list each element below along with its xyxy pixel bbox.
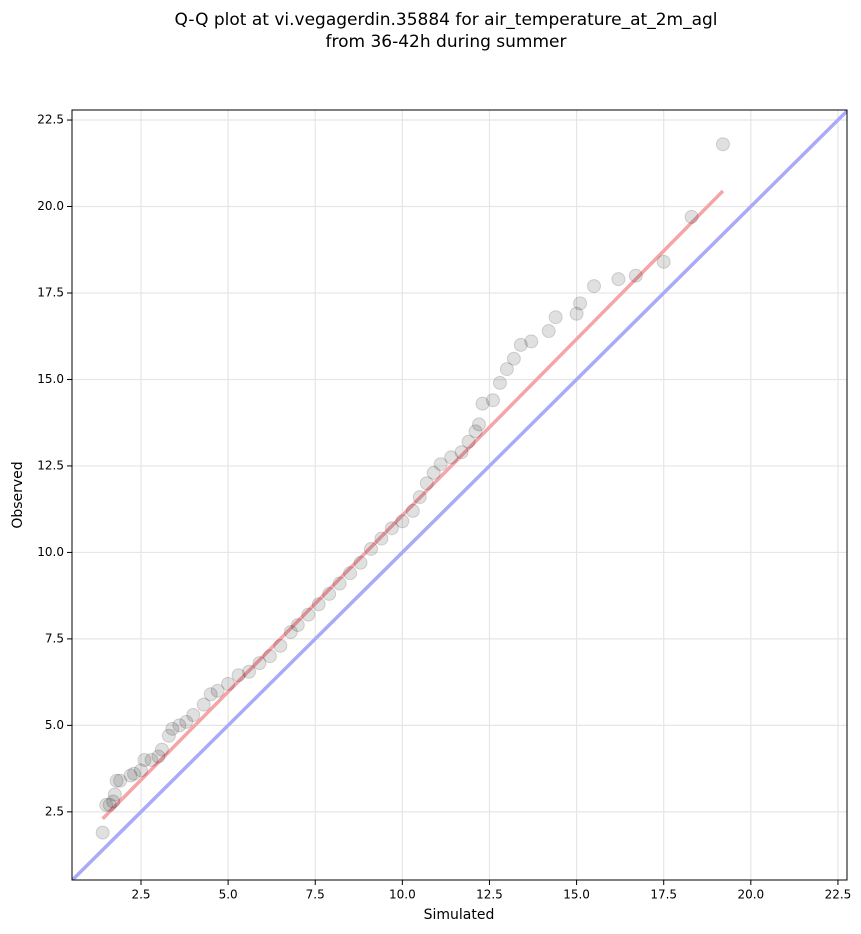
point — [210, 683, 225, 698]
point — [262, 649, 277, 664]
point — [492, 375, 507, 390]
point — [374, 531, 389, 546]
point — [412, 490, 427, 505]
point — [113, 773, 128, 788]
point — [221, 676, 236, 691]
point — [196, 697, 211, 712]
point — [144, 752, 159, 767]
point — [203, 687, 218, 702]
plot-area — [72, 110, 847, 880]
point — [343, 566, 358, 581]
point — [127, 766, 142, 781]
point — [133, 763, 148, 778]
x-axis-label: Simulated — [424, 907, 495, 923]
y-axis-label: Observed — [10, 461, 26, 528]
point — [311, 597, 326, 612]
point — [524, 334, 539, 349]
point — [444, 450, 459, 465]
point — [95, 825, 110, 840]
point — [569, 306, 584, 321]
point — [332, 576, 347, 591]
ticks: 2.5 5.0 7.5 10.0 12.5 15.0 17.5 20.0 22.5 2.5 5.0 7… — [37, 113, 851, 902]
point — [433, 457, 448, 472]
point — [99, 797, 114, 812]
x-tick-label: 7.5 — [306, 888, 325, 902]
point — [684, 209, 699, 224]
point — [426, 465, 441, 480]
point — [137, 752, 152, 767]
chart-title: from 36-42h during summer — [326, 32, 567, 52]
point — [231, 668, 246, 683]
point — [161, 728, 176, 743]
reference-line — [101, 189, 725, 821]
point — [273, 638, 288, 653]
point — [419, 476, 434, 491]
point — [499, 362, 514, 377]
point — [395, 514, 410, 529]
point — [123, 768, 138, 783]
point — [165, 721, 180, 736]
point — [154, 742, 169, 757]
point — [322, 586, 337, 601]
point — [472, 417, 487, 432]
point — [611, 272, 626, 287]
point — [290, 618, 305, 633]
x-tick-label: 17.5 — [650, 888, 677, 902]
y-tick-label: 10.0 — [37, 545, 64, 559]
point — [151, 749, 166, 764]
point — [109, 773, 124, 788]
point — [548, 310, 563, 325]
point — [179, 714, 194, 729]
point — [252, 656, 267, 671]
point — [405, 503, 420, 518]
y-tick-label: 2.5 — [45, 804, 64, 818]
plot-frame — [71, 109, 848, 881]
point — [353, 555, 368, 570]
y-tick-label: 22.5 — [37, 113, 64, 127]
point — [485, 393, 500, 408]
point — [513, 337, 528, 352]
y-tick-label: 7.5 — [45, 631, 64, 645]
x-tick-label: 2.5 — [131, 888, 150, 902]
x-tick-label: 22.5 — [825, 888, 852, 902]
point — [541, 324, 556, 339]
point — [715, 137, 730, 152]
point — [102, 797, 117, 812]
point — [283, 624, 298, 639]
point — [242, 664, 257, 679]
point — [172, 718, 187, 733]
point — [186, 708, 201, 722]
point — [106, 794, 121, 809]
point — [656, 254, 671, 269]
point — [363, 541, 378, 556]
point — [506, 351, 521, 366]
x-tick-label: 12.5 — [476, 888, 503, 902]
chart-title: Q-Q plot at vi.vegagerdin.35884 for air_… — [174, 10, 717, 30]
point — [573, 296, 588, 311]
point — [301, 607, 316, 622]
point — [587, 279, 602, 294]
x-tick-label: 5.0 — [219, 888, 238, 902]
y-tick-label: 15.0 — [37, 372, 64, 386]
point — [384, 521, 399, 536]
point — [107, 787, 122, 802]
point — [628, 268, 643, 283]
y-tick-label: 17.5 — [37, 285, 64, 299]
x-tick-label: 15.0 — [563, 888, 590, 902]
point — [468, 424, 483, 439]
point — [475, 396, 490, 411]
point — [461, 434, 476, 449]
y-tick-label: 5.0 — [45, 718, 64, 732]
point — [454, 445, 469, 460]
y-tick-label: 12.5 — [37, 458, 64, 472]
y-tick-label: 20.0 — [37, 199, 64, 213]
reference-line — [72, 110, 847, 880]
x-tick-label: 20.0 — [737, 888, 764, 902]
grid — [72, 110, 847, 880]
x-tick-label: 10.0 — [389, 888, 416, 902]
